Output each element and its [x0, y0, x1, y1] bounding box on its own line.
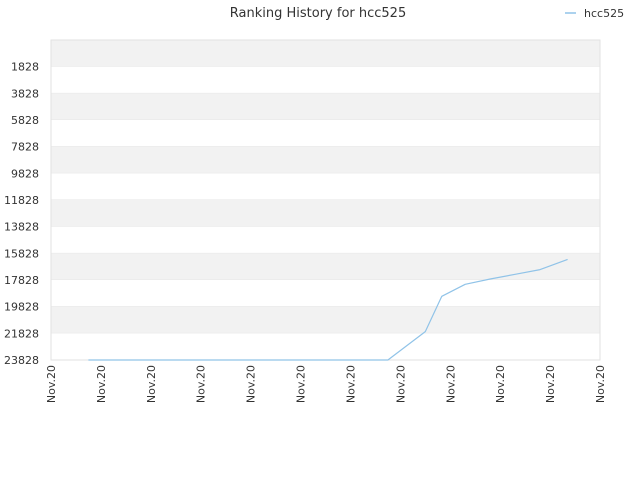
legend-label: hcc525 — [584, 7, 624, 20]
y-tick-label: 17828 — [4, 274, 39, 287]
plot-band — [51, 306, 600, 334]
y-tick-label: 9828 — [11, 167, 39, 180]
x-tick-label: Nov.20 — [95, 365, 108, 403]
x-tick-label: Nov.20 — [195, 365, 208, 403]
y-tick-label: 23828 — [4, 354, 39, 367]
legend: hcc525 — [565, 7, 624, 20]
y-tick-label: 5828 — [11, 114, 39, 127]
plot-band — [51, 66, 600, 94]
x-tick-label: Nov.20 — [544, 365, 557, 403]
series-line — [88, 258, 568, 361]
x-tick-label: Nov.20 — [394, 365, 407, 403]
y-tick-label: 11828 — [4, 194, 39, 207]
y-tick-label: 3828 — [11, 87, 39, 100]
x-tick-label: Nov.20 — [594, 365, 607, 403]
x-tick-label: Nov.20 — [45, 365, 58, 403]
plot-band — [51, 333, 600, 360]
x-axis: Nov.20 Nov.20 Nov.20 Nov.20 Nov.20 Nov.20 Nov.… — [45, 365, 607, 403]
plot-band — [51, 253, 600, 280]
y-axis: 1828 3828 5828 7828 9828 11828 13828 15828 17828… — [4, 61, 39, 367]
plot-band — [51, 200, 600, 227]
series-lines — [88, 258, 568, 361]
plot-band — [51, 280, 600, 307]
y-tick-label: 13828 — [4, 221, 39, 234]
x-tick-label: Nov.20 — [494, 365, 507, 403]
x-tick-label: Nov.20 — [444, 365, 457, 403]
plot-bands — [51, 40, 600, 361]
y-tick-label: 21828 — [4, 327, 39, 340]
x-tick-label: Nov.20 — [295, 365, 308, 403]
y-tick-label: 15828 — [4, 247, 39, 260]
x-tick-label: Nov.20 — [245, 365, 258, 403]
plot-band — [51, 120, 600, 147]
plot-band — [51, 226, 600, 254]
y-tick-label: 19828 — [4, 301, 39, 314]
y-tick-label: 1828 — [11, 61, 39, 74]
plot-band — [51, 93, 600, 120]
y-tick-label: 7828 — [11, 141, 39, 154]
x-tick-label: Nov.20 — [344, 365, 357, 403]
plot-band — [51, 173, 600, 200]
plot-band — [51, 146, 600, 174]
x-tick-label: Nov.20 — [145, 365, 158, 403]
chart-title: Ranking History for hcc525 — [230, 6, 406, 21]
plot-band — [51, 40, 600, 67]
